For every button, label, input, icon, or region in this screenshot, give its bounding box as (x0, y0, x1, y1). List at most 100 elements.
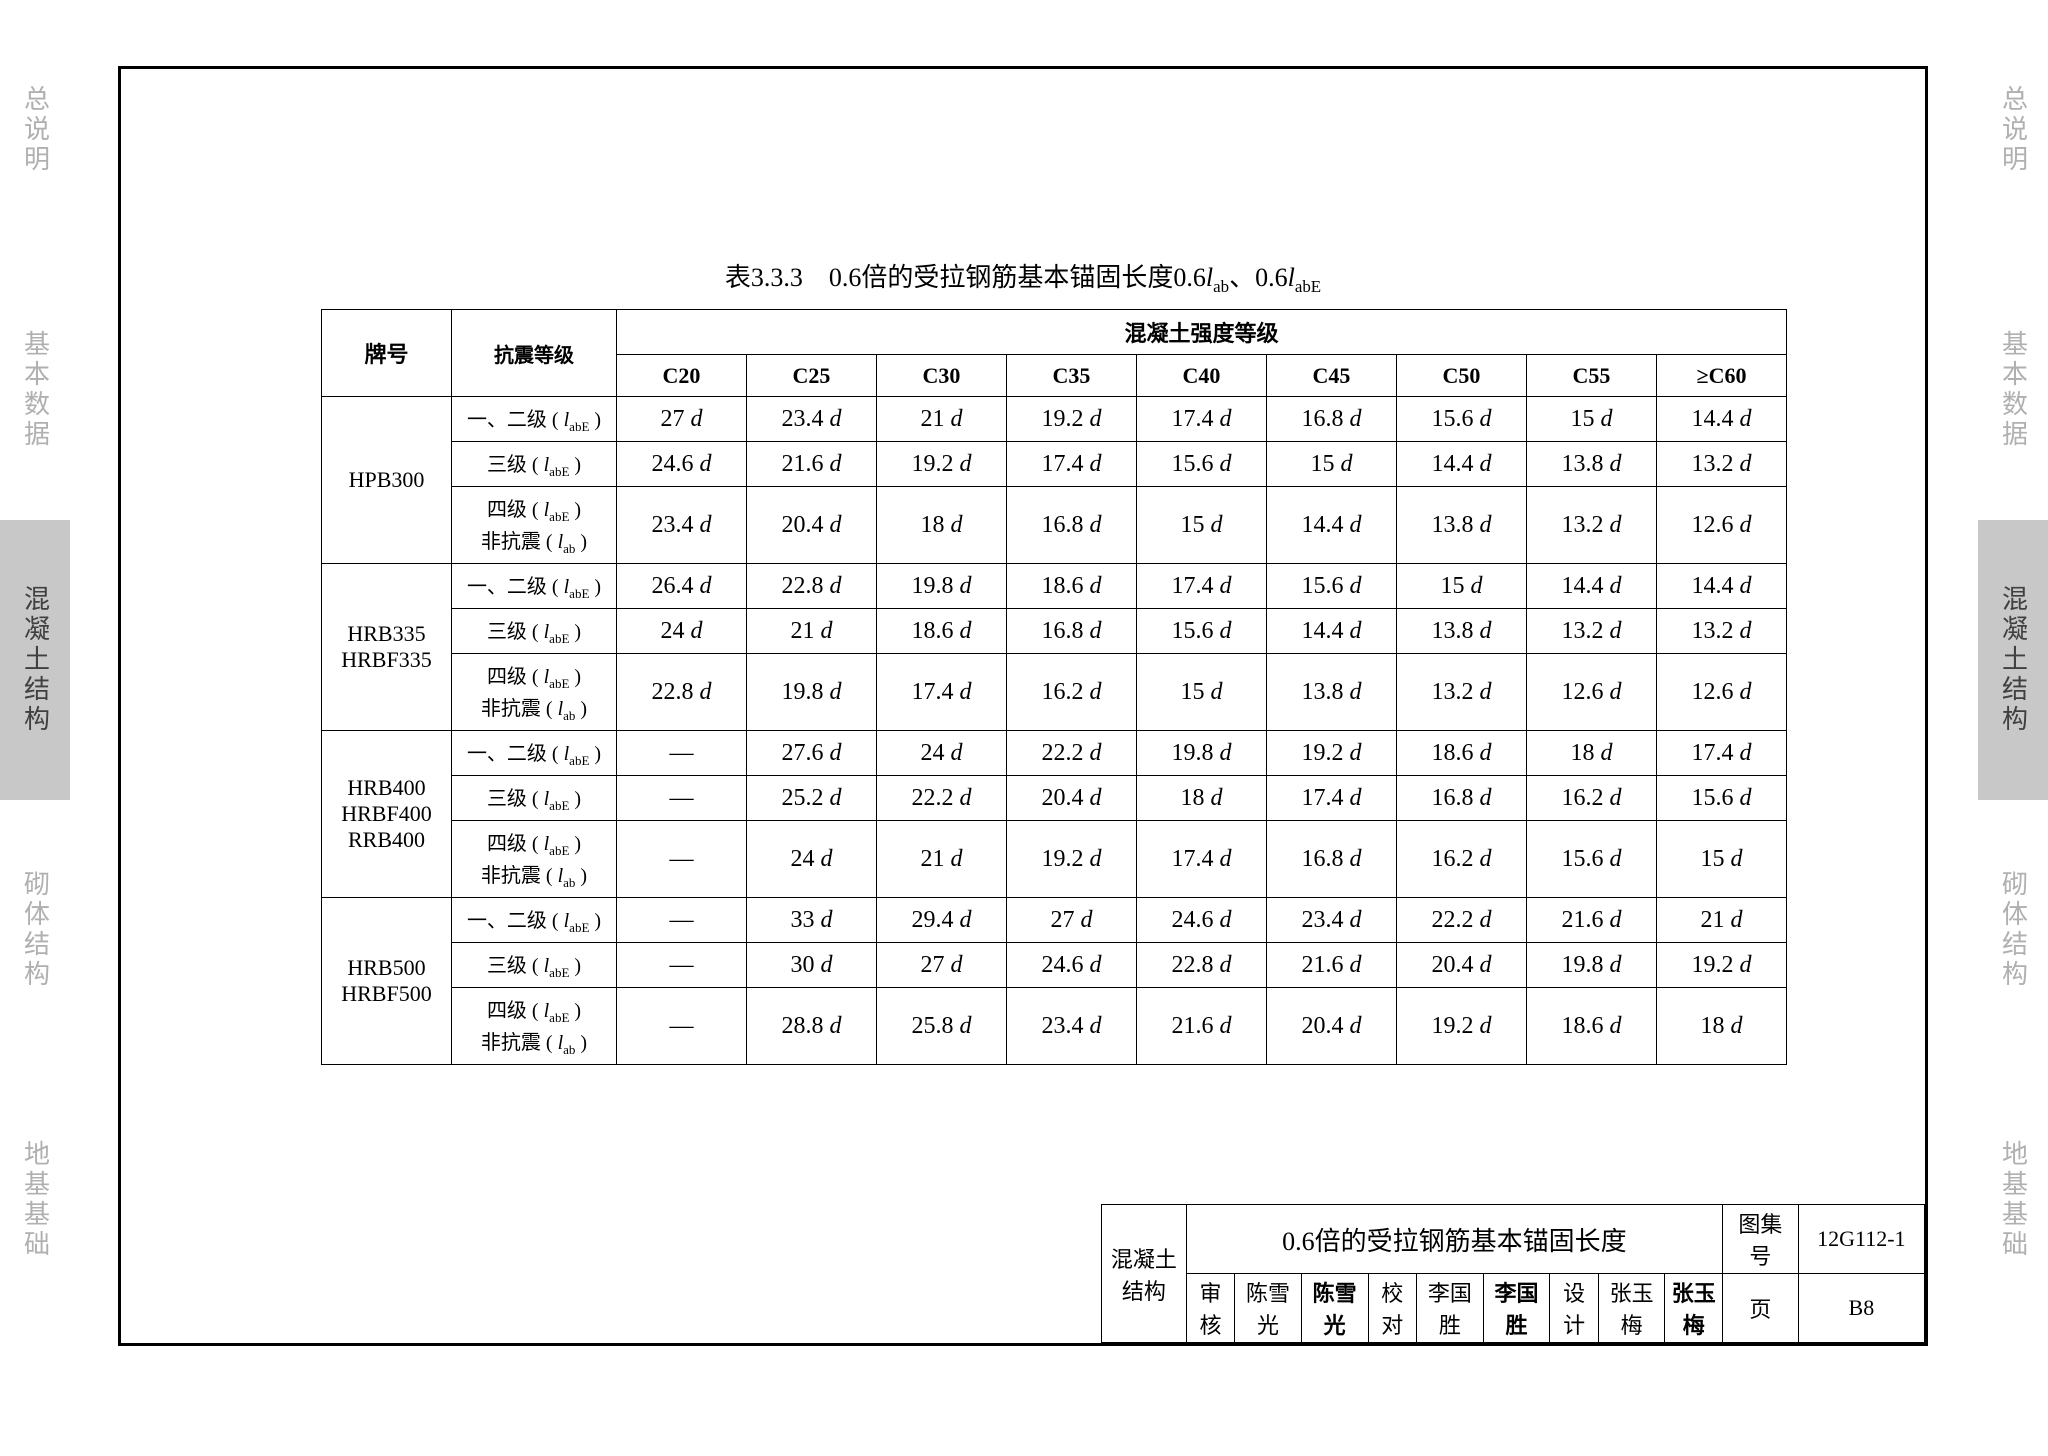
grade-cell: HPB300 (322, 397, 452, 564)
value-cell: 24 d (747, 821, 877, 898)
value-cell: 18 d (1527, 731, 1657, 776)
table-row: 三级 ( labE )24.6 d21.6 d19.2 d17.4 d15.6 … (322, 442, 1787, 487)
value-cell: 16.8 d (1267, 821, 1397, 898)
value-cell: 12.6 d (1527, 654, 1657, 731)
value-cell: 15 d (1137, 487, 1267, 564)
value-cell: 18.6 d (1007, 564, 1137, 609)
seismic-label: 三级 ( labE ) (452, 609, 617, 654)
value-cell: 18 d (1137, 776, 1267, 821)
tab-masonry-r[interactable]: 砌体结构 (1978, 800, 2048, 1060)
value-cell: 18.6 d (877, 609, 1007, 654)
value-cell: 14.4 d (1267, 609, 1397, 654)
value-cell: 13.8 d (1397, 609, 1527, 654)
th-seismic: 抗震等级 (452, 310, 617, 397)
th-C50: C50 (1397, 355, 1527, 397)
title-block: 混凝土结构0.6倍的受拉钢筋基本锚固长度图集号12G112-1审核陈雪光陈雪光校… (1101, 1204, 1925, 1343)
value-cell: 18 d (1657, 988, 1787, 1065)
value-cell: 24.6 d (1007, 943, 1137, 988)
seismic-label: 一、二级 ( labE ) (452, 898, 617, 943)
value-cell: 33 d (747, 898, 877, 943)
value-cell: 29.4 d (877, 898, 1007, 943)
table-row: HPB300一、二级 ( labE )27 d23.4 d21 d19.2 d1… (322, 397, 1787, 442)
tab-overview[interactable]: 总说明 (0, 0, 70, 260)
value-cell: 13.2 d (1657, 442, 1787, 487)
value-cell: — (617, 988, 747, 1065)
table-row: 三级 ( labE )24 d21 d18.6 d16.8 d15.6 d14.… (322, 609, 1787, 654)
left-tabs: 总说明 基本数据 混凝土结构 砌体结构 地基基础 (0, 0, 70, 1456)
tb-atlas-no: 12G112-1 (1798, 1205, 1924, 1274)
tab-basic-data-r[interactable]: 基本数据 (1978, 260, 2048, 520)
value-cell: 14.4 d (1267, 487, 1397, 564)
value-cell: — (617, 943, 747, 988)
value-cell: 21.6 d (1137, 988, 1267, 1065)
value-cell: 15.6 d (1527, 821, 1657, 898)
value-cell: 21 d (877, 397, 1007, 442)
value-cell: 19.2 d (1657, 943, 1787, 988)
seismic-label: 一、二级 ( labE ) (452, 397, 617, 442)
value-cell: 27 d (1007, 898, 1137, 943)
value-cell: 16.8 d (1007, 487, 1137, 564)
tab-foundation[interactable]: 地基基础 (0, 1060, 70, 1340)
value-cell: 12.6 d (1657, 487, 1787, 564)
tb-title: 0.6倍的受拉钢筋基本锚固长度 (1186, 1205, 1722, 1274)
value-cell: 21 d (747, 609, 877, 654)
value-cell: 19.8 d (1137, 731, 1267, 776)
value-cell: 19.2 d (1397, 988, 1527, 1065)
seismic-label: 四级 ( labE )非抗震 ( lab ) (452, 487, 617, 564)
tab-concrete-r[interactable]: 混凝土结构 (1978, 520, 2048, 800)
value-cell: 17.4 d (1137, 821, 1267, 898)
value-cell: 24.6 d (617, 442, 747, 487)
value-cell: 15.6 d (1397, 397, 1527, 442)
right-tabs: 总说明 基本数据 混凝土结构 砌体结构 地基基础 (1978, 0, 2048, 1456)
table-row: 四级 ( labE )非抗震 ( lab )—28.8 d25.8 d23.4 … (322, 988, 1787, 1065)
value-cell: 14.4 d (1657, 397, 1787, 442)
value-cell: 19.2 d (877, 442, 1007, 487)
table-row: 四级 ( labE )非抗震 ( lab )23.4 d20.4 d18 d16… (322, 487, 1787, 564)
value-cell: 14.4 d (1657, 564, 1787, 609)
value-cell: 26.4 d (617, 564, 747, 609)
th-concrete: 混凝土强度等级 (617, 310, 1787, 355)
table-row: HRB500HRBF500一、二级 ( labE )—33 d29.4 d27 … (322, 898, 1787, 943)
value-cell: — (617, 776, 747, 821)
value-cell: 27 d (617, 397, 747, 442)
th-grade: 牌号 (322, 310, 452, 397)
value-cell: 17.4 d (1137, 397, 1267, 442)
tab-foundation-r[interactable]: 地基基础 (1978, 1060, 2048, 1340)
value-cell: 17.4 d (1137, 564, 1267, 609)
value-cell: 16.8 d (1267, 397, 1397, 442)
value-cell: 15.6 d (1137, 442, 1267, 487)
tab-masonry[interactable]: 砌体结构 (0, 800, 70, 1060)
value-cell: 17.4 d (1657, 731, 1787, 776)
value-cell: 15.6 d (1137, 609, 1267, 654)
seismic-label: 三级 ( labE ) (452, 943, 617, 988)
value-cell: 23.4 d (1007, 988, 1137, 1065)
value-cell: 30 d (747, 943, 877, 988)
value-cell: 18.6 d (1527, 988, 1657, 1065)
value-cell: 21 d (877, 821, 1007, 898)
value-cell: 23.4 d (617, 487, 747, 564)
caption-prefix: 表3.3.3 0.6倍的受拉钢筋基本锚固长度0.6 (725, 263, 1206, 292)
grade-cell: HRB400HRBF400RRB400 (322, 731, 452, 898)
value-cell: 16.8 d (1397, 776, 1527, 821)
seismic-label: 一、二级 ( labE ) (452, 731, 617, 776)
value-cell: 18 d (877, 487, 1007, 564)
table-row: 三级 ( labE )—25.2 d22.2 d20.4 d18 d17.4 d… (322, 776, 1787, 821)
value-cell: 21.6 d (747, 442, 877, 487)
value-cell: 24 d (877, 731, 1007, 776)
value-cell: 25.8 d (877, 988, 1007, 1065)
value-cell: 16.8 d (1007, 609, 1137, 654)
tab-overview-r[interactable]: 总说明 (1978, 0, 2048, 260)
value-cell: 22.8 d (617, 654, 747, 731)
value-cell: 27 d (877, 943, 1007, 988)
tab-basic-data[interactable]: 基本数据 (0, 260, 70, 520)
th-C35: C35 (1007, 355, 1137, 397)
value-cell: 16.2 d (1527, 776, 1657, 821)
value-cell: 19.2 d (1267, 731, 1397, 776)
value-cell: — (617, 731, 747, 776)
value-cell: 23.4 d (1267, 898, 1397, 943)
th-≥C60: ≥C60 (1657, 355, 1787, 397)
value-cell: 22.2 d (877, 776, 1007, 821)
value-cell: 27.6 d (747, 731, 877, 776)
tab-concrete[interactable]: 混凝土结构 (0, 520, 70, 800)
caption-sub1: ab (1213, 277, 1229, 296)
